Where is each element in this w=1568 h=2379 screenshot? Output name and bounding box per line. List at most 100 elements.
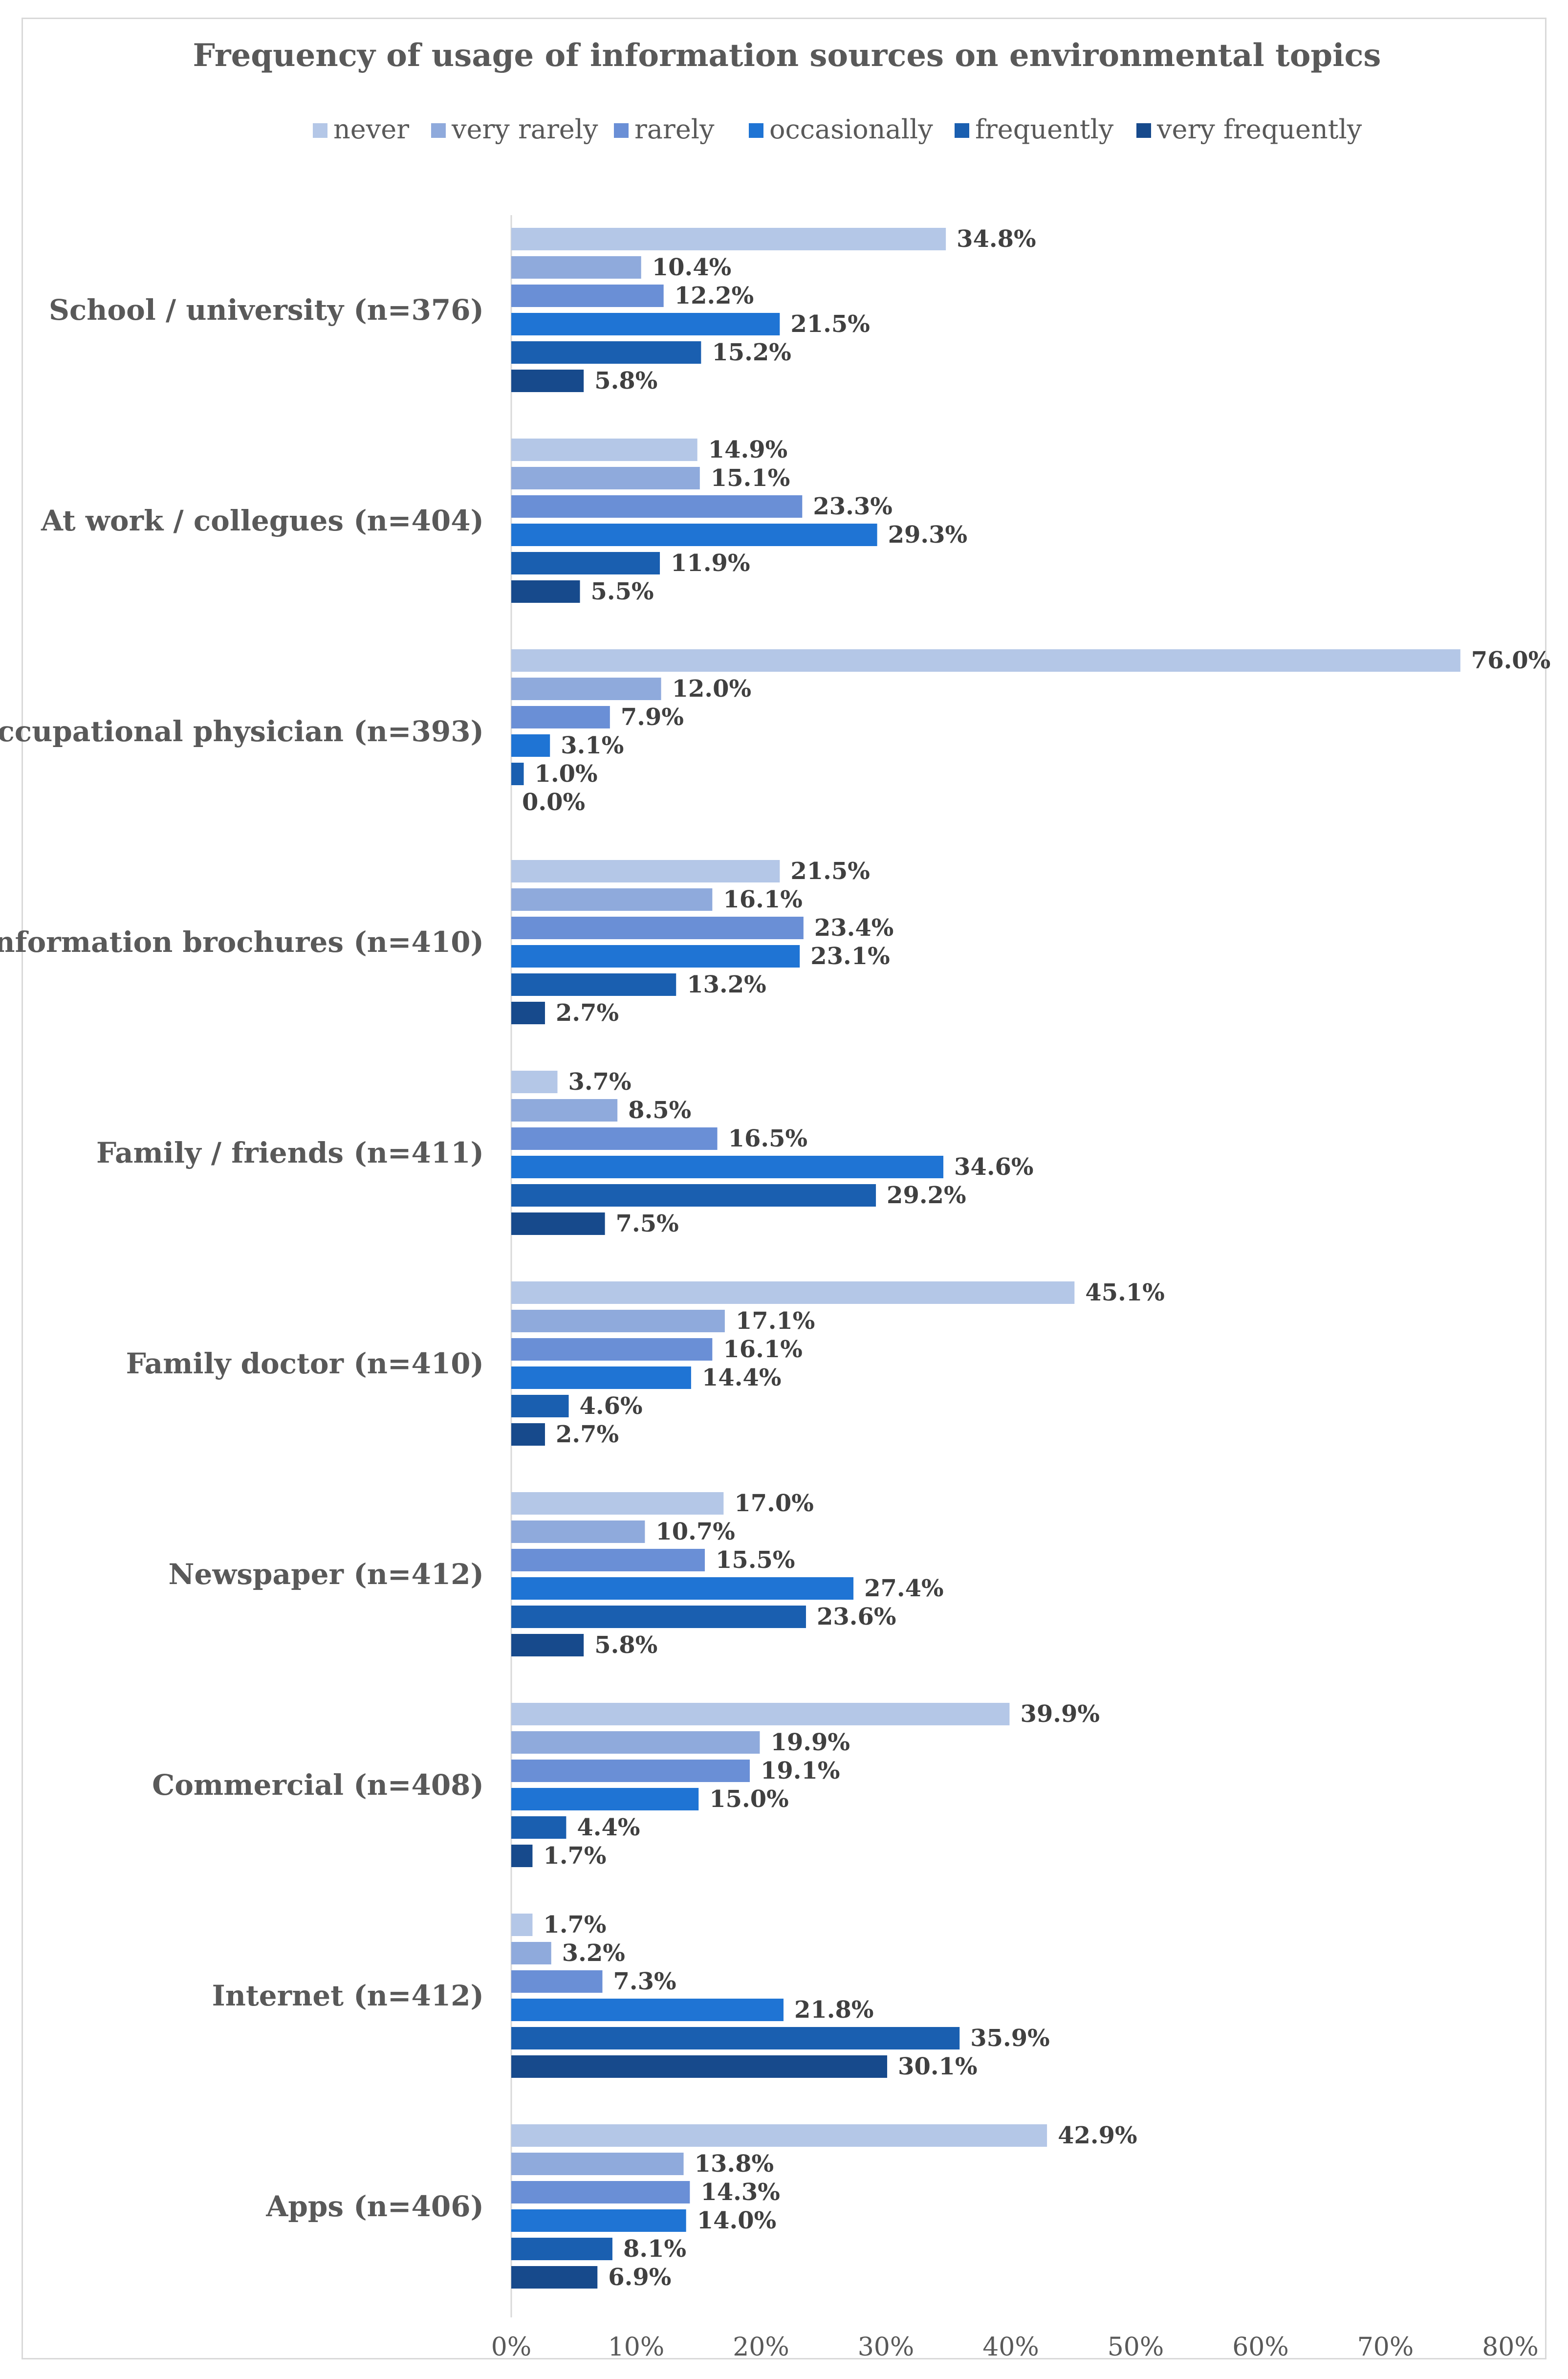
x-tick-label: 60% <box>1232 2333 1289 2362</box>
bar-commercial-rarely <box>511 1760 750 1782</box>
bar-at-work-collegues-never <box>511 439 697 461</box>
bar-information-brochures-occasionally <box>511 945 800 968</box>
data-label-occupational-physician-rarely: 7.9% <box>621 704 684 731</box>
data-label-information-brochures-occasionally: 23.1% <box>810 943 890 970</box>
data-label-newspaper-frequently: 23.6% <box>817 1603 896 1630</box>
bar-occupational-physician-rarely <box>511 706 610 728</box>
data-label-occupational-physician-very-rarely: 12.0% <box>672 675 752 703</box>
data-label-newspaper-very-rarely: 10.7% <box>655 1518 735 1545</box>
data-label-commercial-very-frequently: 1.7% <box>543 1842 606 1870</box>
data-label-information-brochures-never: 21.5% <box>790 858 870 885</box>
data-label-family-doctor-rarely: 16.1% <box>723 1336 803 1363</box>
bar-newspaper-occasionally <box>511 1577 854 1600</box>
x-tick-label: 70% <box>1357 2333 1414 2362</box>
legend-item-occasionally: occasionally <box>749 114 933 145</box>
category-labels: School / university (n=376) At work / col… <box>0 293 484 2223</box>
legend-item-rarely: rarely <box>614 114 715 145</box>
category-label-family-doctor: Family doctor (n=410) <box>126 1347 484 1380</box>
data-label-family-friends-very-rarely: 8.5% <box>628 1097 691 1124</box>
data-label-internet-frequently: 35.9% <box>970 2025 1050 2052</box>
bar-newspaper-very-frequently <box>511 1634 584 1656</box>
bar-apps-occasionally <box>511 2209 686 2232</box>
category-label-apps: Apps (n=406) <box>265 2190 484 2223</box>
legend-label-very-frequently: very frequently <box>1156 114 1362 145</box>
category-label-information-brochures: Information brochures (n=410) <box>0 925 484 959</box>
data-label-internet-occasionally: 21.8% <box>794 1996 874 2024</box>
x-tick-label: 40% <box>982 2333 1039 2362</box>
category-label-school-university: School / university (n=376) <box>49 293 484 327</box>
category-label-newspaper: Newspaper (n=412) <box>168 1558 484 1591</box>
legend-label-occasionally: occasionally <box>769 114 933 145</box>
data-label-school-university-very-frequently: 5.8% <box>594 367 657 395</box>
data-label-commercial-frequently: 4.4% <box>577 1814 640 1841</box>
data-label-family-doctor-occasionally: 14.4% <box>702 1364 782 1391</box>
bar-internet-very-frequently <box>511 2055 888 2078</box>
data-label-family-doctor-never: 45.1% <box>1085 1279 1165 1306</box>
bar-apps-frequently <box>511 2238 612 2260</box>
chart-title: Frequency of usage of information source… <box>193 37 1381 74</box>
data-label-family-friends-rarely: 16.5% <box>728 1125 808 1152</box>
category-label-commercial: Commercial (n=408) <box>152 1768 484 1802</box>
legend-item-very-rarely: very rarely <box>431 114 598 145</box>
x-tick-label: 80% <box>1482 2333 1539 2362</box>
legend-item-never: never <box>313 114 409 145</box>
x-tick-label: 30% <box>858 2333 915 2362</box>
bar-internet-never <box>511 1914 533 1936</box>
legend-label-never: never <box>333 114 409 145</box>
bar-at-work-collegues-very-rarely <box>511 467 700 489</box>
bar-information-brochures-never <box>511 860 780 882</box>
bar-school-university-never <box>511 228 946 250</box>
category-label-family-friends: Family / friends (n=411) <box>96 1136 484 1169</box>
category-label-at-work-collegues: At work / collegues (n=404) <box>41 504 484 537</box>
category-label-occupational-physician: Occupational physician (n=393) <box>0 715 484 748</box>
bar-family-friends-rarely <box>511 1127 718 1150</box>
data-label-internet-very-frequently: 30.1% <box>898 2053 978 2080</box>
bar-apps-very-rarely <box>511 2153 684 2175</box>
bar-school-university-very-rarely <box>511 256 641 279</box>
bar-newspaper-frequently <box>511 1606 806 1628</box>
legend-item-very-frequently: very frequently <box>1136 114 1362 145</box>
data-label-apps-very-rarely: 13.8% <box>695 2150 774 2178</box>
bar-internet-occasionally <box>511 1999 784 2021</box>
data-label-information-brochures-very-rarely: 16.1% <box>723 886 803 913</box>
data-label-occupational-physician-occasionally: 3.1% <box>561 732 624 759</box>
bar-apps-rarely <box>511 2181 690 2203</box>
data-label-internet-never: 1.7% <box>543 1911 606 1938</box>
data-label-school-university-frequently: 15.2% <box>712 339 791 366</box>
data-label-commercial-very-rarely: 19.9% <box>770 1729 850 1756</box>
bar-school-university-frequently <box>511 341 701 364</box>
x-tick-label: 0% <box>491 2333 532 2362</box>
data-label-apps-never: 42.9% <box>1058 2122 1137 2149</box>
bar-school-university-very-frequently <box>511 370 584 392</box>
data-label-family-doctor-very-frequently: 2.7% <box>556 1421 619 1448</box>
legend: never very rarely rarely occasionally freque… <box>313 114 1362 145</box>
data-label-family-doctor-frequently: 4.6% <box>580 1392 643 1420</box>
data-label-family-doctor-very-rarely: 17.1% <box>736 1307 815 1335</box>
legend-swatch-very-rarely <box>431 123 446 138</box>
bar-at-work-collegues-frequently <box>511 552 660 574</box>
bar-family-friends-frequently <box>511 1184 876 1207</box>
data-label-family-friends-very-frequently: 7.5% <box>616 1210 679 1237</box>
data-label-school-university-occasionally: 21.5% <box>790 310 870 338</box>
data-label-school-university-never: 34.8% <box>957 225 1036 253</box>
data-label-at-work-collegues-rarely: 23.3% <box>813 493 893 520</box>
data-label-occupational-physician-frequently: 1.0% <box>535 760 598 788</box>
data-label-family-friends-never: 3.7% <box>568 1068 632 1096</box>
bar-occupational-physician-never <box>511 649 1460 672</box>
data-label-family-friends-occasionally: 34.6% <box>954 1153 1034 1181</box>
bar-information-brochures-frequently <box>511 973 676 996</box>
bar-school-university-rarely <box>511 285 664 307</box>
bar-family-friends-never <box>511 1071 558 1093</box>
x-tick-label: 20% <box>733 2333 789 2362</box>
bar-commercial-occasionally <box>511 1788 699 1810</box>
legend-label-rarely: rarely <box>634 114 715 145</box>
category-label-internet: Internet (n=412) <box>212 1979 484 2012</box>
bar-internet-very-rarely <box>511 1942 551 1964</box>
bar-information-brochures-rarely <box>511 917 804 939</box>
bar-newspaper-never <box>511 1492 724 1515</box>
bar-family-friends-occasionally <box>511 1156 944 1178</box>
data-label-family-friends-frequently: 29.2% <box>887 1182 966 1209</box>
bar-apps-never <box>511 2124 1047 2147</box>
data-label-internet-rarely: 7.3% <box>613 1968 676 1995</box>
bar-family-doctor-never <box>511 1281 1075 1304</box>
